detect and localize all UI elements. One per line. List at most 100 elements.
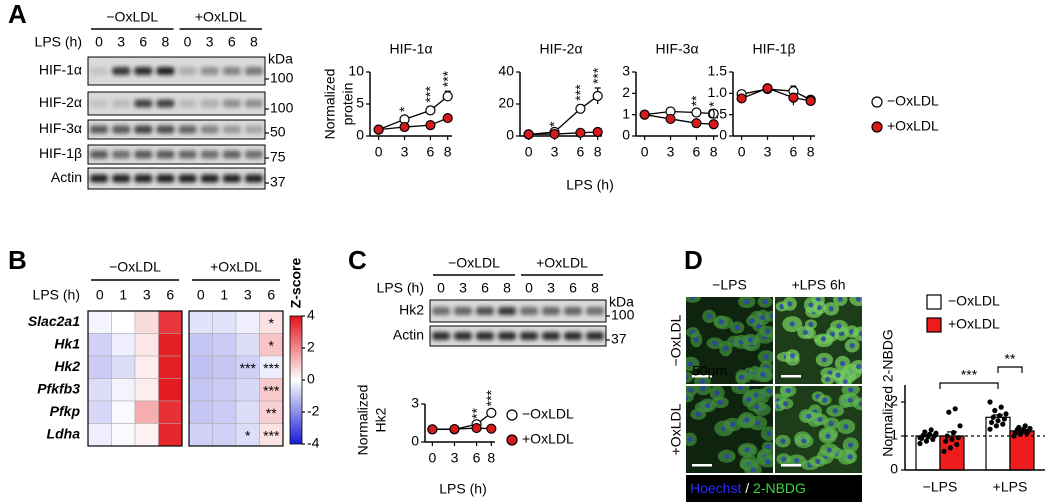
heatmap-frame bbox=[87, 310, 183, 447]
data-point bbox=[1003, 411, 1009, 417]
cell bbox=[838, 373, 852, 384]
blot-band bbox=[542, 332, 560, 340]
significance: ** bbox=[1005, 351, 1016, 367]
panel-label: A bbox=[8, 0, 27, 29]
lane-label: 0 bbox=[184, 34, 192, 50]
data-point bbox=[987, 399, 993, 405]
x-tick-label: 0 bbox=[525, 144, 533, 160]
blot-band bbox=[200, 174, 219, 183]
heatmap-cell bbox=[158, 355, 183, 379]
lane-label: 3 bbox=[547, 280, 555, 296]
heatmap-cell bbox=[134, 400, 159, 424]
nucleus bbox=[766, 431, 772, 437]
marker-label: 37 bbox=[270, 174, 286, 190]
x-tick-label: 6 bbox=[473, 450, 481, 466]
y-tick-label: 0 bbox=[411, 433, 419, 449]
data-point bbox=[708, 108, 719, 119]
nucleus bbox=[766, 388, 772, 394]
nucleus bbox=[760, 371, 766, 378]
row-label: −OxLDL bbox=[668, 314, 684, 366]
data-point bbox=[923, 438, 930, 444]
blot-band bbox=[432, 307, 450, 315]
nucleus bbox=[695, 411, 701, 417]
blot-band bbox=[520, 307, 538, 315]
x-tick-label: 3 bbox=[764, 144, 772, 160]
scale-label: 50μm bbox=[692, 363, 727, 379]
legend-label: −OxLDL bbox=[948, 293, 1000, 309]
blot-band bbox=[90, 125, 109, 134]
nucleus bbox=[781, 456, 787, 462]
y-tick-label: 20 bbox=[498, 95, 514, 111]
nucleus bbox=[724, 453, 730, 459]
series-line bbox=[528, 131, 598, 136]
blot-band bbox=[244, 150, 263, 159]
x-tick-label: 8 bbox=[594, 144, 602, 160]
nucleus bbox=[750, 467, 756, 473]
blot-band bbox=[222, 174, 241, 183]
heatmap-cell bbox=[87, 310, 112, 334]
heatmap-cell bbox=[158, 400, 183, 424]
legend-label: −OxLDL bbox=[887, 93, 939, 109]
blot-band bbox=[112, 67, 131, 75]
blot-band bbox=[112, 99, 131, 108]
heatmap-cell bbox=[134, 355, 159, 379]
colorbar-label: Z-score bbox=[288, 258, 304, 309]
y-tick-label: 0 bbox=[890, 461, 898, 477]
significance: ** bbox=[266, 405, 277, 421]
blot-band bbox=[134, 150, 153, 159]
blot-strip bbox=[87, 144, 266, 165]
blot-strip bbox=[87, 167, 266, 190]
significance: ** bbox=[468, 408, 484, 419]
data-point bbox=[486, 423, 497, 434]
data-point bbox=[805, 95, 816, 107]
y-tick-label: 0 bbox=[356, 127, 364, 143]
nucleus bbox=[714, 390, 720, 396]
significance-bracket bbox=[939, 382, 999, 389]
nucleus bbox=[836, 323, 842, 329]
nucleus bbox=[760, 314, 766, 321]
x-tick-label: 8 bbox=[444, 144, 452, 160]
nucleus bbox=[700, 386, 706, 392]
blot-band bbox=[156, 125, 175, 134]
column-label: 3 bbox=[244, 287, 252, 303]
nucleus bbox=[782, 401, 789, 407]
nucleus bbox=[690, 297, 696, 300]
lane-label: 0 bbox=[525, 280, 533, 296]
column-label: +LPS 6h bbox=[791, 277, 845, 293]
cells bbox=[775, 297, 862, 384]
cells bbox=[686, 386, 773, 473]
nucleus bbox=[734, 324, 740, 331]
blot-strip bbox=[429, 299, 607, 323]
series-line bbox=[528, 95, 599, 136]
group-label: −OxLDL bbox=[106, 9, 158, 25]
column-label: −LPS bbox=[712, 277, 747, 293]
nucleus bbox=[822, 397, 828, 403]
data-point bbox=[922, 429, 928, 435]
data-point bbox=[943, 438, 949, 444]
data-point bbox=[691, 118, 702, 129]
legend-label: +OxLDL bbox=[887, 118, 939, 134]
nucleus bbox=[848, 387, 854, 393]
stain-caption: Hoechst / 2-NBDG bbox=[690, 480, 806, 496]
data-point bbox=[449, 423, 460, 435]
series-line bbox=[741, 88, 811, 101]
marker-label: 50 bbox=[270, 124, 286, 140]
cells bbox=[775, 386, 862, 471]
marker-label: 75 bbox=[270, 149, 286, 165]
lane-label: 3 bbox=[206, 34, 214, 50]
nucleus bbox=[849, 343, 855, 349]
heatmap-cell bbox=[87, 355, 112, 379]
blot-band bbox=[178, 99, 197, 108]
legend-marker bbox=[871, 121, 883, 133]
nucleus bbox=[801, 438, 807, 444]
x-tick-label: 6 bbox=[693, 144, 701, 160]
blot-band bbox=[90, 174, 109, 183]
series-line bbox=[378, 95, 449, 131]
nucleus bbox=[825, 376, 831, 382]
lane-label: 6 bbox=[139, 34, 147, 50]
significance: * bbox=[269, 315, 275, 331]
column-label: 1 bbox=[119, 287, 127, 303]
chart-title: HIF-1α bbox=[389, 41, 432, 57]
row-label: Actin bbox=[51, 169, 82, 185]
